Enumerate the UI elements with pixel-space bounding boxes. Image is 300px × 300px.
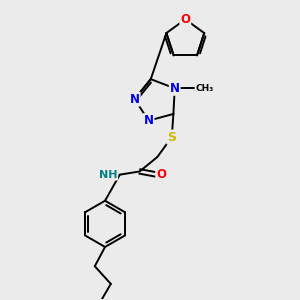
Text: NH: NH [99,170,117,180]
Text: N: N [144,114,154,127]
Text: N: N [130,93,140,106]
Text: CH₃: CH₃ [196,84,214,93]
Text: N: N [170,82,180,95]
Text: O: O [180,13,190,26]
Text: S: S [167,130,176,144]
Text: O: O [156,168,166,181]
